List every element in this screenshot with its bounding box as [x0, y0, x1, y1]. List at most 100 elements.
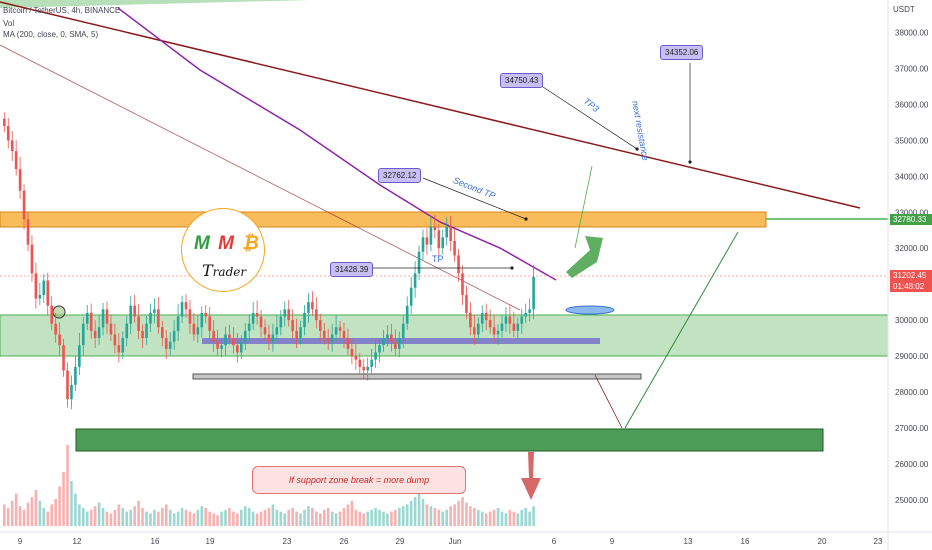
candle-body	[224, 334, 227, 346]
volume-bar	[259, 511, 263, 526]
candle-body	[89, 312, 93, 331]
volume-bar	[453, 504, 456, 526]
volume-bar	[441, 511, 445, 526]
volume-bar	[484, 513, 488, 526]
volume-bar	[469, 506, 472, 526]
volume-bar	[445, 509, 448, 526]
candle-body	[382, 338, 385, 346]
volume-bar	[89, 509, 93, 526]
volume-bar	[358, 511, 362, 526]
logo-m-green: M	[194, 233, 210, 254]
candle-body	[508, 316, 512, 324]
volume-bar	[228, 508, 231, 526]
candle-body	[157, 309, 160, 328]
callout-tp-price[interactable]: 31428.39	[330, 262, 374, 277]
volume-bar	[421, 499, 425, 526]
callout-anchor-dot	[510, 266, 514, 270]
zones-layer	[0, 0, 889, 452]
volume-bar	[137, 500, 140, 526]
volume-bar	[74, 493, 77, 526]
price-tick-label: 30000.00	[895, 316, 929, 325]
volume-bar	[149, 513, 152, 526]
candle-body	[457, 255, 460, 274]
candle-body	[220, 345, 223, 349]
candle-body	[413, 273, 417, 288]
time-tick-label: 23	[874, 537, 883, 546]
volume-bar	[109, 513, 113, 526]
logo-m-red: M	[218, 233, 234, 254]
candle-body	[334, 327, 338, 335]
candles-layer	[3, 112, 535, 410]
candle-body	[180, 302, 184, 317]
volume-bar	[382, 511, 385, 526]
candle-body	[26, 219, 30, 245]
candle-body	[121, 338, 125, 353]
volume-bar	[437, 509, 441, 526]
callout-next-resistance-price[interactable]: 34352.06	[660, 45, 704, 60]
candle-body	[319, 320, 322, 331]
candle-body	[307, 302, 310, 313]
callout-connector	[539, 84, 638, 150]
volume-bar	[200, 506, 204, 526]
volume-bar	[251, 511, 255, 526]
candle-body	[236, 345, 239, 353]
volume-bar	[334, 513, 338, 526]
volume-bar	[184, 509, 188, 526]
candle-body	[315, 309, 318, 321]
time-tick-label: 23	[283, 537, 292, 546]
volume-bar	[394, 509, 397, 526]
support-bar-purple	[202, 338, 600, 344]
candle-body	[74, 366, 77, 385]
candle-body	[354, 356, 358, 360]
ma-indicator-label[interactable]: MA (200, close, 0, SMA, 5)	[3, 30, 99, 39]
volume-bar	[311, 508, 314, 526]
candle-body	[358, 359, 362, 367]
last-price-tag: 31202.45	[890, 270, 932, 281]
candle-body	[516, 323, 520, 331]
candle-body	[271, 334, 275, 342]
candle-body	[370, 359, 373, 367]
candle-body	[22, 190, 26, 220]
volume-bar	[504, 513, 508, 526]
volume-bar	[473, 508, 476, 526]
candle-body	[504, 316, 508, 324]
time-tick-label: 16	[151, 537, 160, 546]
candle-body	[342, 330, 346, 339]
volume-bar	[113, 509, 117, 526]
candle-body	[473, 327, 476, 335]
candle-body	[10, 140, 14, 152]
candle-body	[153, 309, 156, 313]
volume-bar	[480, 511, 484, 526]
candle-body	[247, 323, 251, 331]
candle-body	[267, 334, 271, 342]
volume-layer	[3, 445, 535, 526]
supply-zone-orange	[0, 211, 767, 228]
bar-countdown-tag: 01:48:02	[890, 281, 932, 292]
candle-body	[303, 312, 306, 328]
bottom-marker-circle	[52, 305, 66, 319]
callout-second-tp-price[interactable]: 32762.12	[378, 168, 422, 183]
callout-anchor-dot	[688, 160, 692, 164]
candle-body	[113, 334, 117, 346]
dump-note-box[interactable]: If support zone break = more dump	[252, 466, 466, 494]
candle-body	[449, 226, 452, 242]
volume-bar	[386, 513, 389, 526]
volume-bar	[42, 508, 46, 526]
callout-tp3-price[interactable]: 34750.43	[500, 73, 544, 88]
volume-bar	[287, 509, 290, 526]
consolidation-ellipse	[565, 305, 615, 315]
volume-bar	[26, 502, 30, 526]
candle-body	[461, 273, 464, 295]
candle-body	[176, 316, 180, 331]
candle-body	[200, 312, 204, 328]
candle-body	[398, 338, 401, 349]
candle-body	[346, 338, 350, 349]
candle-body	[97, 327, 101, 339]
breakout-path-arrow	[574, 165, 593, 249]
candle-body	[243, 330, 247, 342]
volume-bar	[172, 513, 176, 526]
volume-bar	[247, 508, 251, 526]
candle-body	[164, 338, 168, 349]
price-axis-currency: USDT	[893, 5, 915, 14]
